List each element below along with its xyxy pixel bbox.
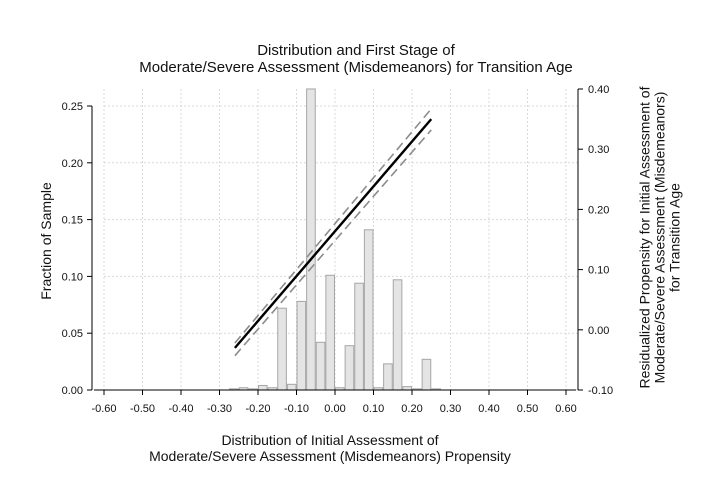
x-tick-label: 0.00 [324,403,345,415]
x-tick-label: 0.20 [401,403,422,415]
histogram-bar [392,279,403,391]
x-tick-label: -0.50 [130,403,155,415]
histogram-bar [363,229,374,391]
x-tick-label: 0.50 [517,403,538,415]
first-stage-fit-line [233,118,433,349]
x-tick-label: 0.40 [478,403,499,415]
histogram-bar [344,345,355,391]
x-tick-label: -0.20 [245,403,270,415]
y-left-tick-label: 0.00 [62,385,83,397]
grid-layer [103,89,578,391]
y-right-tick-label: 0.40 [588,84,609,96]
histogram-bar [421,358,432,391]
x-tick-label: -0.60 [91,403,116,415]
x-tick-label: 0.10 [363,403,384,415]
x-tick-label: -0.30 [207,403,232,415]
y-right-tick-label: 0.00 [588,325,609,337]
histogram-bar [325,274,335,391]
x-axis-label-line-1: Distribution of Initial Assessment of [221,432,439,448]
histogram-bar [306,88,316,391]
y-axis-right-label-line-3: for Transition Age [666,183,683,292]
x-tick-label: 0.60 [555,403,576,415]
histogram-bar [315,341,326,391]
histogram-bar [286,383,297,391]
y-left-tick-label: 0.10 [62,271,83,283]
y-axis-right-label-line-2: Moderate/Severe Assessment (Misdemeanors… [651,91,668,384]
histogram-bar [402,386,412,391]
x-tick-label: -0.10 [284,403,309,415]
fit-lines [233,108,433,357]
y-axis-left-label: Fraction of Sample [38,182,54,300]
y-right-tick-label: -0.10 [588,385,613,397]
y-right-tick-label: 0.30 [588,144,609,156]
chart-title-line-2: Moderate/Severe Assessment (Misdemeanors… [139,59,573,76]
y-axis-right-label-line-1: Residualized Propensity for Initial Asse… [636,86,653,389]
histogram-bar [258,384,268,391]
ci-lower-line [234,129,432,357]
y-left-tick-label: 0.20 [62,158,83,170]
y-left-tick-label: 0.15 [62,215,83,227]
ci-upper-line [234,108,432,344]
y-right-tick-label: 0.10 [588,265,609,277]
x-tick-label: -0.40 [168,403,193,415]
histogram-bars [229,88,441,391]
y-axis-right-label: Residualized Propensity for Initial Asse… [636,73,683,403]
histogram-bar [354,282,364,391]
y-right-tick-label: 0.20 [588,204,609,216]
axes: -0.60 -0.50 -0.40 -0.30 -0.20 -0.10 0.00 0.10 0.… [62,84,614,415]
chart-title-line-1: Distribution and First Stage of [257,42,455,59]
histogram-bar [383,363,393,391]
histogram-bar [277,307,287,391]
x-axis-label-line-2: Moderate/Severe Assessment (Misdemeanors… [149,448,511,464]
y-left-tick-label: 0.05 [62,328,83,340]
histogram-bar [296,300,307,391]
x-tick-label: 0.30 [440,403,461,415]
y-left-tick-label: 0.25 [62,101,83,113]
